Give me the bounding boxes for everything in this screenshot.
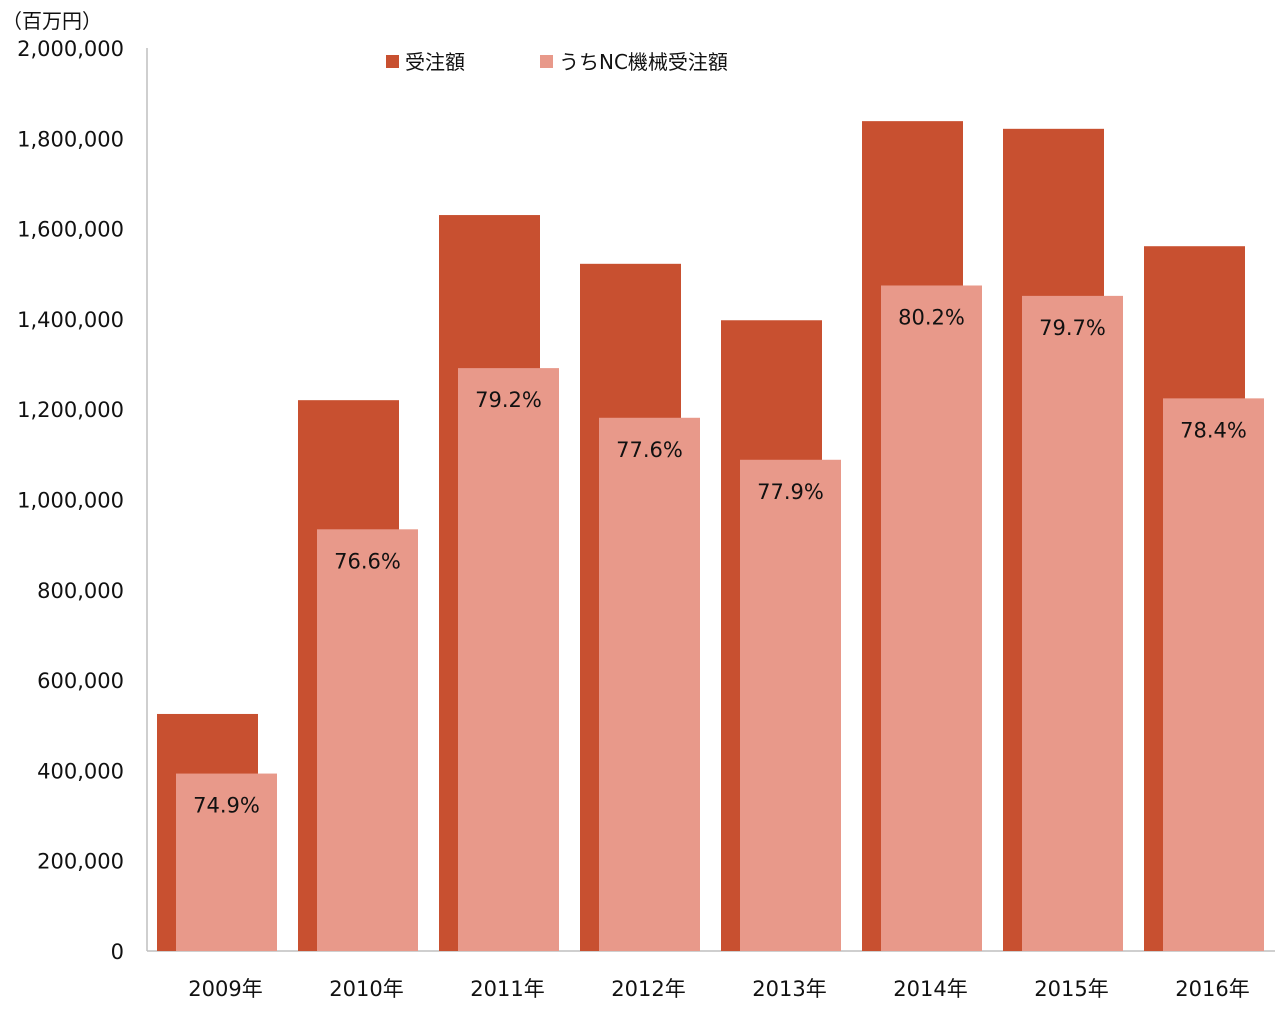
legend-label-orders: 受注額	[405, 50, 465, 74]
bar-nc-orders	[599, 417, 700, 951]
bar-nc-orders	[458, 368, 559, 951]
x-category-label: 2013年	[752, 977, 826, 1001]
bar-nc-orders	[176, 773, 277, 951]
bar-nc-orders	[740, 459, 841, 951]
data-label-nc-ratio: 77.9%	[757, 480, 824, 504]
x-category-label: 2009年	[188, 977, 262, 1001]
x-category-label: 2014年	[893, 977, 967, 1001]
legend-swatch-nc-orders	[540, 55, 553, 68]
x-category-label: 2010年	[329, 977, 403, 1001]
x-category-label: 2012年	[611, 977, 685, 1001]
x-category-label: 2015年	[1034, 977, 1108, 1001]
y-tick-label: 0	[111, 940, 124, 964]
y-tick-label: 1,800,000	[17, 127, 124, 151]
y-tick-label: 1,000,000	[17, 489, 124, 513]
data-label-nc-ratio: 77.6%	[616, 438, 683, 462]
y-tick-label: 2,000,000	[17, 37, 124, 61]
y-unit-label: （百万円）	[2, 9, 102, 33]
y-tick-label: 400,000	[37, 759, 124, 783]
x-category-label: 2011年	[470, 977, 544, 1001]
y-tick-label: 1,200,000	[17, 398, 124, 422]
y-tick-label: 600,000	[37, 669, 124, 693]
y-tick-label: 1,600,000	[17, 218, 124, 242]
legend-swatch-orders	[386, 55, 399, 68]
data-label-nc-ratio: 79.2%	[475, 388, 542, 412]
bar-nc-orders	[317, 529, 418, 951]
data-label-nc-ratio: 74.9%	[193, 794, 260, 818]
data-label-nc-ratio: 79.7%	[1039, 316, 1106, 340]
legend-label-nc-orders: うちNC機械受注額	[559, 50, 728, 74]
bar-nc-orders	[881, 285, 982, 951]
y-tick-label: 1,400,000	[17, 308, 124, 332]
y-tick-label: 800,000	[37, 579, 124, 603]
legend: 受注額 うちNC機械受注額	[386, 50, 728, 74]
data-label-nc-ratio: 76.6%	[334, 549, 401, 573]
bar-nc-orders	[1022, 295, 1123, 951]
bar-nc-orders	[1163, 398, 1264, 951]
data-label-nc-ratio: 80.2%	[898, 305, 965, 329]
data-label-nc-ratio: 78.4%	[1180, 418, 1247, 442]
y-tick-label: 200,000	[37, 850, 124, 874]
x-category-label: 2016年	[1175, 977, 1249, 1001]
